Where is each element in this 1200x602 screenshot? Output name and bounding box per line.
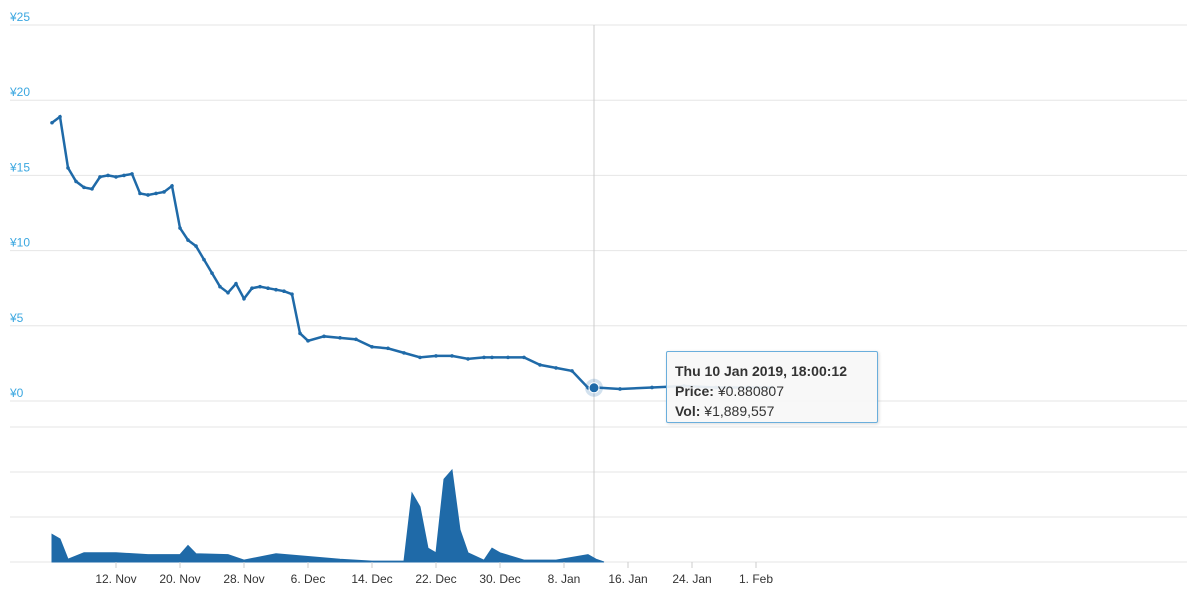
price-point	[122, 173, 126, 178]
price-point	[282, 289, 286, 294]
price-point	[266, 286, 270, 291]
y-tick-label: ¥5	[9, 311, 24, 325]
x-tick-label: 20. Nov	[159, 572, 200, 586]
price-point	[106, 173, 110, 178]
price-point	[98, 175, 102, 179]
price-point	[418, 355, 422, 360]
price-line	[51, 114, 772, 391]
price-point	[554, 366, 558, 370]
y-tick-label: ¥10	[9, 236, 30, 250]
price-point	[522, 355, 526, 360]
price-point	[58, 114, 62, 119]
price-point	[354, 337, 358, 342]
price-point	[618, 387, 622, 391]
hover-tooltip: Thu 10 Jan 2019, 18:00:12 Price: ¥0.8808…	[666, 351, 878, 423]
price-point	[130, 172, 134, 176]
x-tick-label: 22. Dec	[415, 572, 456, 586]
tooltip-price-value: ¥0.880807	[717, 383, 784, 399]
price-point	[290, 292, 294, 297]
price-point	[482, 355, 486, 360]
x-tick-label: 28. Nov	[223, 572, 264, 586]
price-point	[434, 354, 438, 358]
price-point	[82, 185, 86, 190]
price-point	[194, 244, 198, 248]
price-point	[274, 287, 278, 292]
price-point	[186, 238, 190, 242]
price-point	[90, 187, 94, 191]
price-point	[234, 281, 238, 286]
tooltip-price-label: Price:	[675, 383, 714, 399]
tooltip-vol-value: ¥1,889,557	[704, 403, 775, 419]
hover-marker	[588, 382, 600, 394]
price-point	[146, 193, 150, 197]
price-point	[650, 385, 654, 390]
y-tick-label: ¥20	[9, 85, 30, 99]
price-point	[298, 331, 302, 336]
price-point	[202, 257, 206, 262]
x-tick-label: 16. Jan	[608, 572, 647, 586]
price-point	[386, 346, 390, 351]
price-point	[306, 339, 310, 343]
price-point	[338, 336, 342, 340]
price-point	[218, 284, 222, 289]
price-point	[466, 357, 470, 361]
price-point	[162, 190, 166, 194]
price-point	[322, 334, 326, 339]
price-point	[226, 290, 230, 295]
price-point	[258, 284, 262, 289]
price-point	[66, 166, 70, 170]
price-point	[114, 175, 118, 179]
price-point	[138, 191, 142, 196]
price-point	[570, 369, 574, 373]
price-point	[402, 351, 406, 355]
x-tick-label: 6. Dec	[291, 572, 326, 586]
price-point	[178, 226, 182, 230]
price-point	[538, 363, 542, 367]
tooltip-vol-label: Vol:	[675, 403, 701, 419]
price-point	[50, 120, 54, 125]
volume-area	[51, 468, 605, 563]
price-point	[242, 296, 246, 301]
price-point	[210, 271, 214, 275]
x-tick-label: 1. Feb	[739, 572, 773, 586]
y-tick-label: ¥0	[9, 386, 24, 400]
y-tick-label: ¥15	[9, 160, 30, 174]
price-point	[506, 355, 510, 360]
y-tick-label: ¥25	[9, 10, 30, 24]
x-tick-label: 8. Jan	[548, 572, 581, 586]
tooltip-title: Thu 10 Jan 2019, 18:00:12	[675, 363, 847, 379]
price-point	[154, 191, 158, 196]
x-tick-label: 24. Jan	[672, 572, 711, 586]
price-point	[450, 354, 454, 358]
x-tick-label: 12. Nov	[95, 572, 136, 586]
price-point	[170, 184, 174, 188]
tooltip-vol-row: Vol: ¥1,889,557	[675, 401, 877, 421]
price-point	[250, 286, 254, 291]
price-point	[490, 355, 494, 360]
x-tick-label: 14. Dec	[351, 572, 392, 586]
price-point	[370, 345, 374, 349]
price-point	[74, 179, 78, 184]
x-tick-label: 30. Dec	[479, 572, 520, 586]
tooltip-price-row: Price: ¥0.880807	[675, 381, 877, 401]
